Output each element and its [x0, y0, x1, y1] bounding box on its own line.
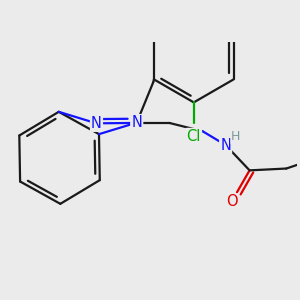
Text: N: N	[91, 116, 102, 131]
Text: N: N	[220, 138, 231, 153]
Text: Cl: Cl	[187, 129, 201, 144]
Text: O: O	[226, 194, 237, 209]
Text: N: N	[131, 115, 142, 130]
Text: H: H	[231, 130, 240, 143]
